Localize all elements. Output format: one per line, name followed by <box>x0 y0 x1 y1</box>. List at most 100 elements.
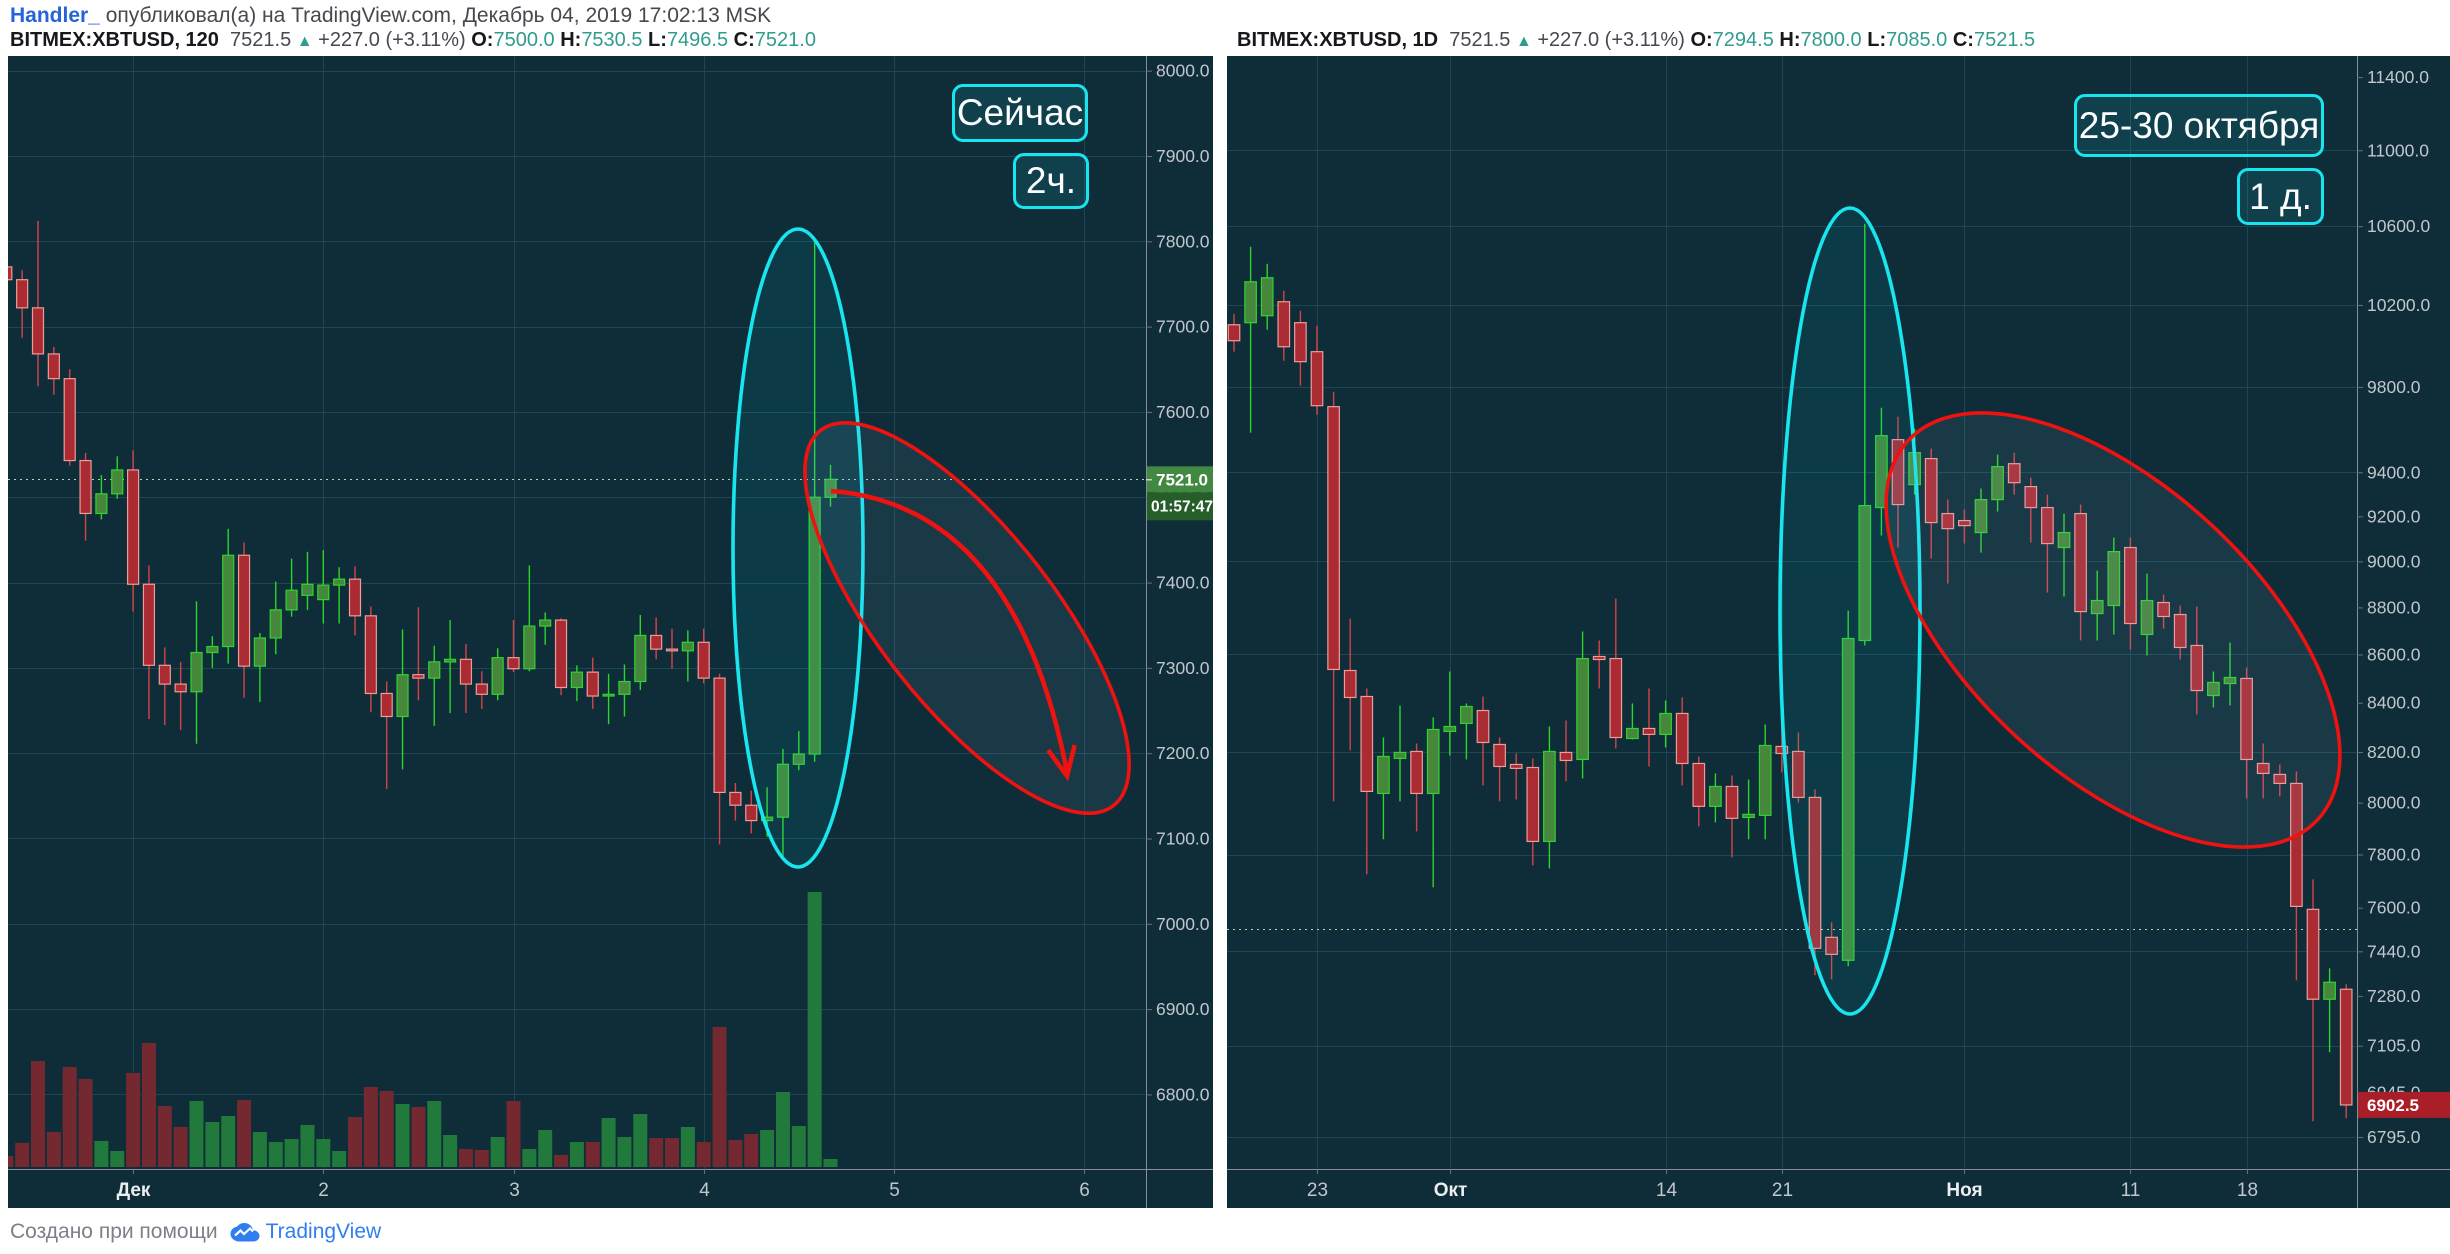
close-value: 7521.5 <box>1973 29 2036 51</box>
volume-bar <box>601 1118 616 1167</box>
candle <box>317 550 330 624</box>
candle-body <box>1493 743 1506 768</box>
text-annotation[interactable]: 25-30 октября <box>2074 94 2324 157</box>
cyan-ellipse-drawing[interactable] <box>1778 206 1922 1016</box>
last-price-label: 7521.0 <box>1156 470 1208 489</box>
symbol-name: BITMEX:XBTUSD, 1D <box>1237 29 1439 51</box>
red-ellipse-drawing[interactable] <box>751 376 1183 859</box>
candle <box>1758 724 1772 840</box>
candle <box>2223 642 2237 706</box>
candle <box>1443 671 1457 756</box>
volume-bar <box>205 1122 220 1167</box>
candle-body <box>1460 705 1473 725</box>
candle-wick <box>512 620 515 673</box>
volume-bar <box>585 1142 600 1167</box>
candle-body <box>1410 750 1423 795</box>
author-link[interactable]: Handler_ <box>10 4 100 27</box>
candle-body <box>2256 762 2270 775</box>
candle <box>2240 667 2253 799</box>
cyan-ellipse-drawing[interactable] <box>731 227 865 869</box>
volume-bar <box>110 1151 125 1167</box>
volume-bar <box>379 1091 394 1167</box>
price-tick-label: 9400.0 <box>2367 462 2421 482</box>
candle <box>1509 753 1523 800</box>
price-tick-label: 7800.0 <box>2367 845 2421 865</box>
red-arrow-drawing[interactable] <box>830 488 1077 782</box>
price-tick-label: 7280.0 <box>2367 986 2421 1006</box>
candle-wick <box>607 673 610 725</box>
text-annotation[interactable]: 2ч. <box>1013 153 1089 209</box>
price-tick-label: 8000.0 <box>2367 793 2421 813</box>
candle-body <box>364 615 377 695</box>
candle-body <box>1675 712 1689 765</box>
volume-bar <box>791 1126 806 1167</box>
candle <box>570 665 584 702</box>
candle-body <box>190 651 203 693</box>
candle <box>1974 488 1988 553</box>
candle <box>1476 696 1490 786</box>
candle-body <box>2273 773 2287 785</box>
candle-body <box>1941 512 1955 530</box>
price-change: +227.0 (+3.11%) <box>312 29 472 51</box>
candle-body <box>1227 324 1241 342</box>
last-price: 7521.5 <box>218 29 297 51</box>
text-annotation[interactable]: Сейчас <box>952 84 1088 142</box>
candle <box>174 661 187 731</box>
candle-body <box>507 657 520 670</box>
price-axis-label: 7521.0 01:57:47 <box>1146 466 1213 521</box>
candle-body <box>1642 727 1656 736</box>
price-tick-label: 7440.0 <box>2367 941 2421 961</box>
candle-wick <box>1947 499 1949 584</box>
candle <box>2007 452 2021 495</box>
candle <box>1543 726 1556 869</box>
plot-area[interactable] <box>1227 223 2357 1122</box>
candle-body <box>2323 981 2336 1000</box>
price-tick-label: 7105.0 <box>2367 1036 2421 1056</box>
price-tick-label: 7600.0 <box>1156 402 1210 422</box>
candle-body <box>412 674 425 679</box>
candle-body <box>1725 785 1739 819</box>
candle-wick <box>1963 509 1966 544</box>
candle-body <box>158 664 171 685</box>
time-tick-label: 14 <box>1656 1180 1678 1201</box>
tradingview-brand[interactable]: TradingView <box>265 1220 382 1243</box>
plot-area[interactable] <box>8 220 1146 1167</box>
candle <box>586 657 599 709</box>
time-scale[interactable]: Дек 2 3 4 5 6 <box>117 1169 1090 1201</box>
candle <box>1460 703 1473 760</box>
candle-body <box>237 554 251 667</box>
candle-wick <box>1432 717 1434 888</box>
candle-body <box>47 353 60 380</box>
candle <box>554 618 568 696</box>
price-tick-label: 11000.0 <box>2367 140 2429 160</box>
candle-body <box>808 496 821 755</box>
text-annotation[interactable]: 1 д. <box>2237 168 2324 225</box>
candle <box>1709 773 1722 823</box>
candle-body <box>2057 531 2071 549</box>
candle-body <box>396 674 409 718</box>
candle <box>1825 922 1838 980</box>
price-scale[interactable]: 11400.0 11000.0 10600.0 10200.0 9800.0 9400.0… <box>2357 67 2431 1147</box>
candle <box>2157 594 2170 629</box>
candle-body <box>1360 695 1374 793</box>
price-scale[interactable]: 8000.07900.07800.07700.07600.07500.07400… <box>1146 61 1210 1105</box>
price-tick-label: 8000.0 <box>1156 61 1210 81</box>
volume-bar <box>284 1139 299 1167</box>
candle-body <box>428 661 441 679</box>
volume-bar <box>696 1142 711 1167</box>
candle <box>491 648 504 701</box>
candle <box>142 565 156 720</box>
candle <box>126 450 140 612</box>
candle <box>2173 605 2187 660</box>
candle-body <box>1858 504 1872 642</box>
volume-bar <box>252 1132 267 1167</box>
time-scale[interactable]: 23 Окт 14 21 Ноя 11 18 <box>1307 1169 2258 1201</box>
close-label: C: <box>733 29 755 51</box>
candle-body <box>1825 936 1838 955</box>
candle <box>1675 697 1689 786</box>
symbol-name: BITMEX:XBTUSD, 120 <box>10 29 219 51</box>
red-ellipse-drawing[interactable] <box>1810 335 2415 925</box>
volume-bar <box>126 1073 141 1167</box>
volume-bar <box>363 1087 378 1167</box>
